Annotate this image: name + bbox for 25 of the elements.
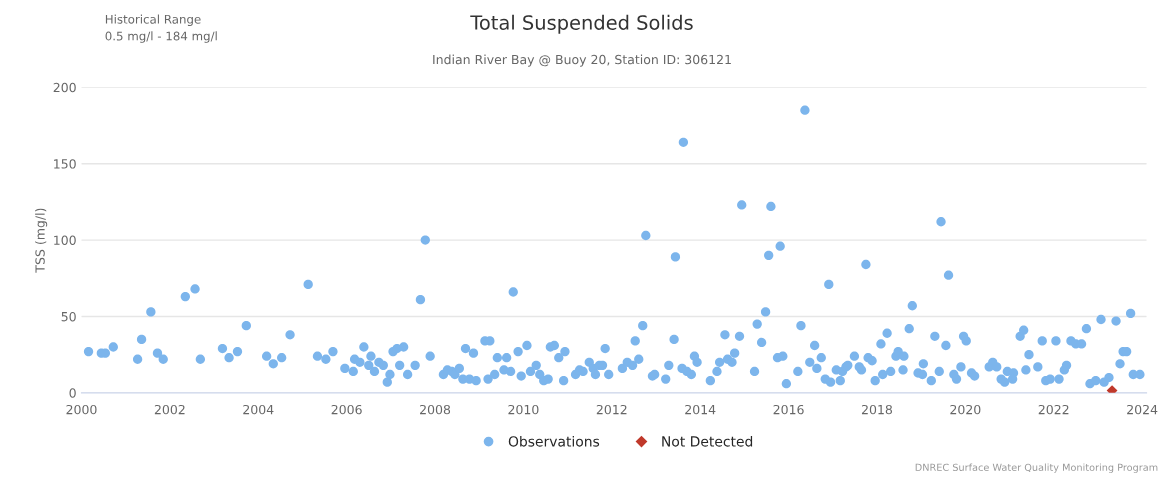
x-tick-label: 2010 bbox=[508, 404, 539, 415]
y-tick-label: 100 bbox=[54, 235, 76, 245]
text: DNREC Surface Water Quality Monitoring Program bbox=[915, 463, 1158, 473]
x-tick-label: 2004 bbox=[243, 404, 274, 415]
x-tick-label: 2012 bbox=[596, 404, 627, 415]
chart-subtitle: Indian River Bay @ Buoy 20, Station ID: 306121 bbox=[433, 54, 731, 67]
x-tick-label: 2000 bbox=[66, 404, 97, 415]
legend-label: Not Detected bbox=[662, 435, 753, 447]
x-tick-label: 2020 bbox=[950, 404, 981, 415]
text: Historical Range 0.5 mg/l - 184 mg/l bbox=[105, 14, 217, 43]
x-tick-label: 2002 bbox=[154, 404, 185, 415]
y-tick-label: 200 bbox=[53, 82, 76, 93]
y-tick-label: 50 bbox=[61, 311, 76, 322]
x-tick-label: 2024 bbox=[1127, 404, 1158, 415]
x-tick-label: 2016 bbox=[773, 404, 804, 415]
x-tick-label: 2018 bbox=[861, 404, 893, 415]
y-tick-label: 0 bbox=[69, 388, 76, 398]
y-axis-title: TSS (mg/l) bbox=[35, 208, 48, 273]
x-tick-label: 2008 bbox=[420, 404, 451, 415]
x-tick-label: 2022 bbox=[1038, 404, 1069, 415]
legend-label: Observations bbox=[508, 435, 600, 447]
chart-title: Total Suspended Solids bbox=[470, 14, 693, 34]
x-tick-label: 2014 bbox=[685, 404, 716, 415]
y-tick-label: 150 bbox=[54, 159, 76, 169]
x-tick-label: 2006 bbox=[331, 404, 362, 415]
